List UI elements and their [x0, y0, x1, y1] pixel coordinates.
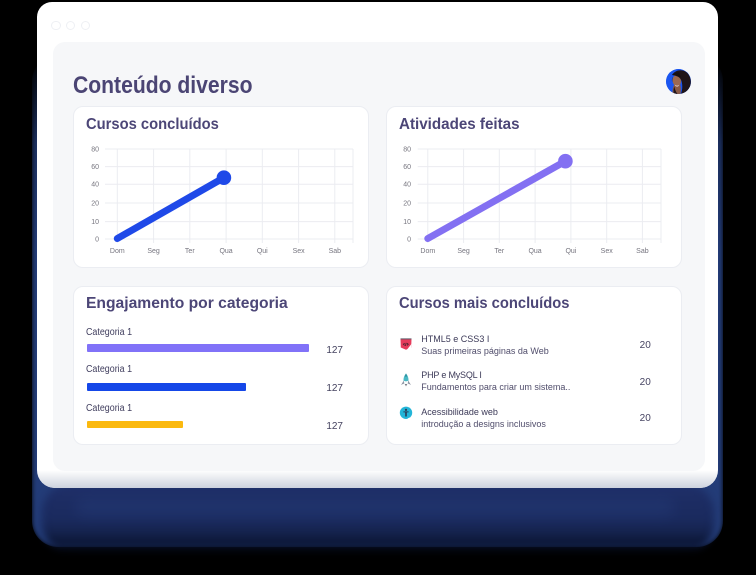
svg-text:Dom: Dom: [110, 248, 125, 255]
svg-text:20: 20: [91, 201, 99, 208]
svg-text:40: 40: [403, 182, 411, 189]
svg-text:0: 0: [407, 237, 411, 244]
svg-text:Dom: Dom: [420, 248, 435, 255]
svg-text:40: 40: [91, 182, 99, 189]
svg-text:Ter: Ter: [185, 248, 195, 255]
svg-text:60: 60: [403, 164, 411, 171]
svg-text:80: 80: [91, 147, 99, 154]
svg-text:10: 10: [91, 219, 99, 226]
svg-text:Ter: Ter: [494, 248, 504, 255]
svg-text:80: 80: [403, 147, 411, 154]
svg-text:Sex: Sex: [600, 248, 613, 255]
svg-text:60: 60: [91, 164, 99, 171]
svg-text:Qui: Qui: [257, 248, 268, 255]
svg-text:Seg: Seg: [457, 248, 470, 255]
svg-text:Seg: Seg: [147, 248, 160, 255]
svg-text:Qua: Qua: [219, 248, 232, 255]
svg-text:10: 10: [403, 219, 411, 226]
svg-text:Sab: Sab: [636, 248, 649, 255]
svg-text:20: 20: [403, 201, 411, 208]
svg-text:Sex: Sex: [293, 248, 306, 255]
svg-text:Qua: Qua: [528, 248, 541, 255]
svg-text:0: 0: [95, 237, 99, 244]
svg-text:Sab: Sab: [329, 248, 342, 255]
svg-text:Qui: Qui: [565, 248, 576, 255]
